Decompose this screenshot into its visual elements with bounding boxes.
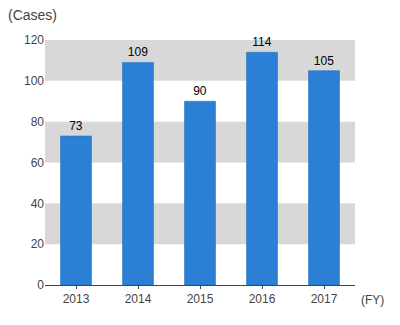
svg-text:20: 20 — [31, 237, 45, 251]
svg-text:2016: 2016 — [249, 292, 276, 306]
svg-text:100: 100 — [24, 74, 44, 88]
svg-text:60: 60 — [31, 156, 45, 170]
svg-text:105: 105 — [314, 54, 334, 68]
svg-text:40: 40 — [31, 197, 45, 211]
svg-text:0: 0 — [37, 278, 44, 292]
svg-text:109: 109 — [128, 45, 148, 59]
svg-text:2015: 2015 — [187, 292, 214, 306]
svg-text:2013: 2013 — [63, 292, 90, 306]
svg-text:(FY): (FY) — [361, 293, 384, 307]
svg-text:80: 80 — [31, 115, 45, 129]
svg-text:(Cases): (Cases) — [8, 7, 57, 23]
svg-text:2014: 2014 — [125, 292, 152, 306]
svg-text:2017: 2017 — [311, 292, 338, 306]
svg-text:114: 114 — [252, 35, 271, 49]
svg-text:120: 120 — [24, 33, 44, 47]
svg-text:90: 90 — [193, 84, 207, 98]
svg-text:73: 73 — [69, 119, 83, 133]
